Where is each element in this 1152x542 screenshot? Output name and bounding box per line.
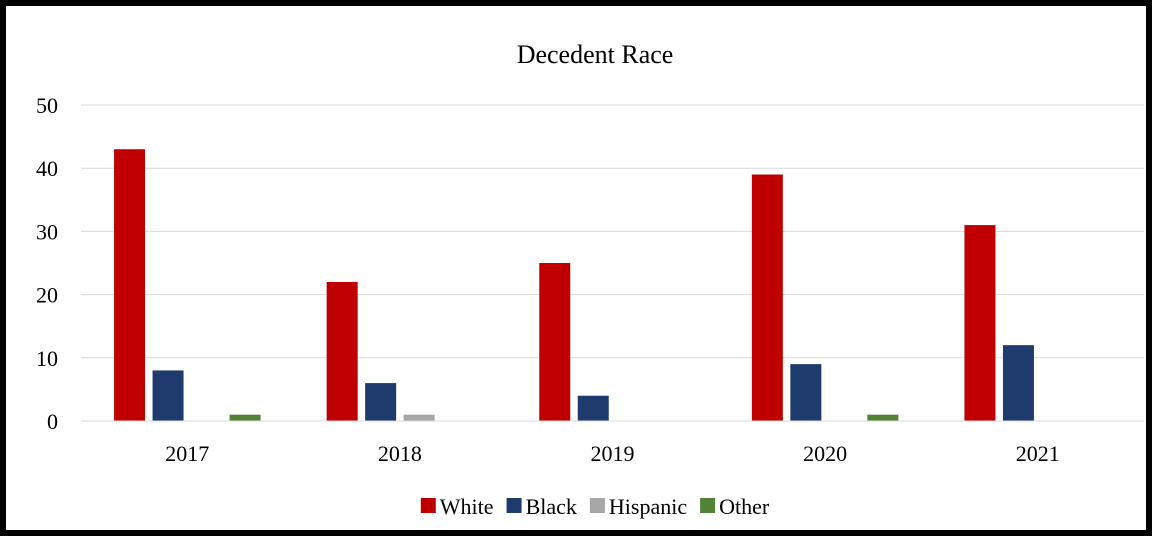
x-tick-label: 2017 <box>165 441 209 466</box>
legend-label-hispanic: Hispanic <box>609 494 687 519</box>
legend-swatch-white <box>420 498 436 513</box>
x-tick-label: 2018 <box>378 441 422 466</box>
bar-white-2017 <box>114 149 146 422</box>
x-tick-label: 2019 <box>591 441 635 466</box>
bar-black-2017 <box>152 370 184 421</box>
y-tick-label: 50 <box>36 93 58 118</box>
y-tick-label: 40 <box>36 156 58 181</box>
legend-label-white: White <box>440 494 494 519</box>
bar-white-2020 <box>751 174 783 421</box>
bar-white-2019 <box>539 263 571 421</box>
legend-swatch-other <box>700 498 716 513</box>
bar-hispanic-2018 <box>403 414 435 421</box>
bar-black-2020 <box>790 364 822 421</box>
legend-label-other: Other <box>719 494 770 519</box>
legend-swatch-hispanic <box>589 498 605 513</box>
y-tick-label: 0 <box>47 409 58 434</box>
chart-title: Decedent Race <box>517 40 674 69</box>
bar-other-2020 <box>867 414 899 421</box>
x-axis-ticks: 2017 2018 2019 2020 2021 <box>165 441 1059 466</box>
legend-label-black: Black <box>526 494 577 519</box>
bar-other-2017 <box>229 414 261 421</box>
x-tick-label: 2021 <box>1016 441 1060 466</box>
y-tick-label: 20 <box>36 283 58 308</box>
bar-black-2018 <box>365 383 397 421</box>
bar-white-2021 <box>964 225 996 421</box>
legend-swatch-black <box>506 498 522 513</box>
bar-black-2021 <box>1002 345 1034 421</box>
bar-black-2019 <box>577 395 609 421</box>
bar-white-2018 <box>326 281 358 421</box>
y-tick-label: 10 <box>36 346 58 371</box>
x-tick-label: 2020 <box>803 441 847 466</box>
y-axis-ticks: 0 10 20 30 40 50 <box>36 93 58 434</box>
y-tick-label: 30 <box>36 219 58 244</box>
legend: White Black Hispanic Other <box>420 494 770 519</box>
bars <box>114 149 1034 422</box>
